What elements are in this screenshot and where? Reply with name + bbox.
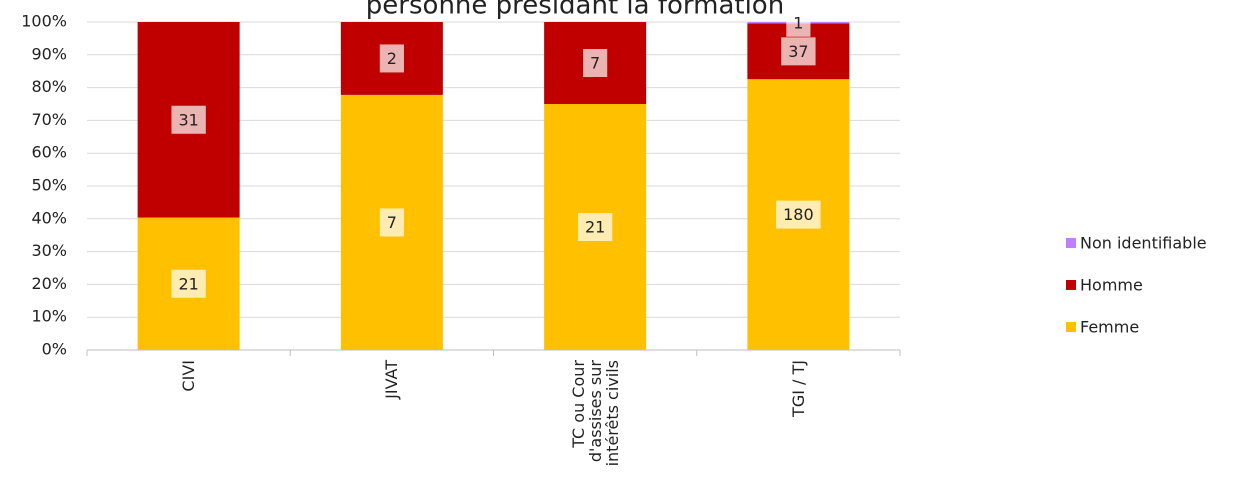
data-label-box [781,37,816,66]
x-tick-label: TC ou Cour d'assises sur intérêts civils [568,360,622,467]
data-label-box [786,8,811,37]
legend-label: Femme [1080,318,1139,337]
data-label: 1 [793,13,803,32]
y-tick-label: 40% [31,208,67,227]
data-label-box [171,269,206,298]
data-label-box [379,44,404,73]
data-label: 7 [590,54,600,73]
y-tick-label: 70% [31,110,67,129]
data-label: 180 [783,205,814,224]
data-label-box [583,49,608,77]
y-tick-label: 80% [31,77,67,96]
data-label-box [379,208,404,237]
y-tick-label: 90% [31,44,67,63]
data-label: 37 [788,42,808,61]
y-tick-label: 100% [21,12,67,31]
x-tick-label: JIVAT [382,360,402,399]
data-label-box [776,200,821,229]
y-tick-label: 30% [31,241,67,260]
x-tick-label: TGI / TJ [788,360,808,417]
data-label: 2 [387,49,397,68]
y-tick-label: 50% [31,176,67,195]
data-label: 7 [387,213,397,232]
y-tick-label: 60% [31,143,67,162]
legend-label: Homme [1080,276,1143,295]
x-tick-label: CIVI [179,360,199,392]
legend-swatch [1066,238,1076,248]
legend-swatch [1066,322,1076,332]
data-label: 31 [178,110,198,129]
data-label: 21 [585,218,605,237]
y-tick-label: 20% [31,274,67,293]
legend-label: Non identifiable [1080,234,1207,253]
chart-title: personne présidant la formation [366,0,784,21]
y-tick-label: 10% [31,307,67,326]
data-label-box [171,105,206,134]
data-label-box [577,213,613,241]
data-label: 21 [178,274,198,293]
legend-swatch [1066,280,1076,290]
y-tick-label: 0% [42,340,67,359]
